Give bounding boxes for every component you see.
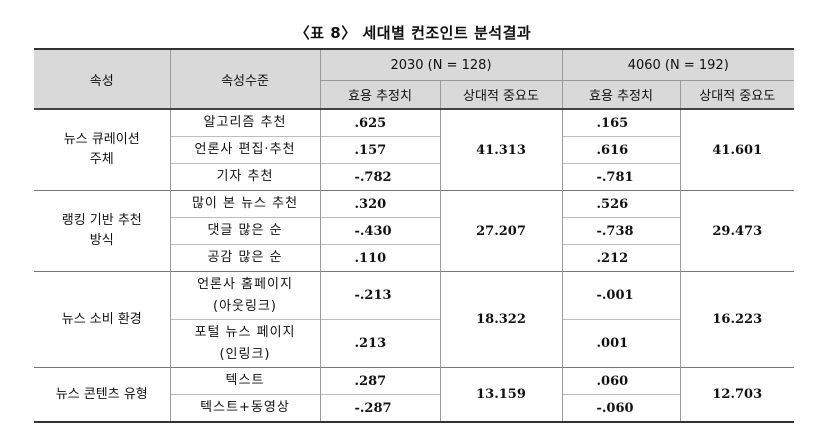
- attribute-level-line: 많이 본 뉴스 추천: [191, 196, 299, 211]
- utility-4060-cell: .001: [561, 319, 680, 368]
- table-body: 뉴스 큐레이션 주체 알고리즘 추천 .625 41.313.165 41.601 언론사 …: [34, 108, 794, 422]
- table-row: 언론사 편집·추천 .157 .616: [34, 136, 794, 164]
- attribute-level-cell: 언론사 편집·추천: [169, 136, 320, 164]
- utility-2030-cell: .625: [319, 108, 440, 137]
- utility-2030-cell: -.213: [319, 271, 440, 320]
- attribute-level-cell: 언론사 홈페이지 (아웃링크): [169, 271, 320, 320]
- attribute-cell: 뉴스 콘텐츠 유형: [34, 367, 170, 422]
- utility-4060-cell: .212: [561, 244, 680, 272]
- attribute-level-line: 기자 추천: [216, 169, 274, 184]
- header-group-4060: 4060 (N = 192): [561, 49, 794, 81]
- attribute-level-line: 언론사 편집·추천: [194, 142, 296, 157]
- table-row: 댓글 많은 순 -.430 -.738: [34, 217, 794, 245]
- attribute-level-cell: 텍스트+동영상: [169, 394, 320, 422]
- utility-2030-cell: -.287: [319, 394, 440, 422]
- header-utility-4060: 효용 추정치: [561, 80, 680, 109]
- table-caption: 〈표 8〉 세대별 컨조인트 분석결과: [294, 24, 532, 42]
- utility-4060-cell: .616: [561, 136, 680, 164]
- attribute-label-line: 뉴스 큐레이션: [63, 132, 140, 147]
- attribute-level-line: 포털 뉴스 페이지: [194, 324, 296, 340]
- attribute-label-line: 뉴스 콘텐츠 유형: [55, 386, 148, 402]
- conjoint-results-table: 속성 속성수준 2030 (N = 128) 4060 (N = 192) 효용…: [34, 48, 794, 423]
- importance-4060-cell: 29.473: [679, 190, 794, 272]
- header-utility-2030: 효용 추정치: [319, 80, 440, 109]
- utility-2030-cell: -.782: [319, 163, 440, 191]
- utility-4060-cell: .526: [561, 190, 680, 218]
- utility-4060-cell: .060: [561, 367, 680, 395]
- attribute-level-line: 공감 많은 순: [207, 250, 283, 265]
- importance-4060-cell: 16.223: [679, 271, 794, 368]
- table-row: 기자 추천 -.782 -.781: [34, 163, 794, 191]
- attribute-level-cell: 포털 뉴스 페이지 (인링크): [169, 319, 320, 368]
- attribute-level-line: 텍스트+동영상: [200, 400, 290, 415]
- attribute-level-line: 언론사 홈페이지: [197, 276, 293, 292]
- utility-4060-cell: .165: [561, 108, 680, 137]
- header-importance-4060: 상대적 중요도: [679, 80, 794, 109]
- attribute-level-cell: 기자 추천: [169, 163, 320, 191]
- utility-2030-cell: .320: [319, 190, 440, 218]
- attribute-level-cell: 공감 많은 순: [169, 244, 320, 272]
- utility-4060-cell: -.738: [561, 217, 680, 245]
- table-row: 포털 뉴스 페이지 (인링크) .213 .001: [34, 319, 794, 368]
- utility-2030-cell: .110: [319, 244, 440, 272]
- attribute-level-cell: 많이 본 뉴스 추천: [169, 190, 320, 218]
- table-row: 텍스트+동영상 -.287 -.060: [34, 394, 794, 422]
- attribute-label-line: 랭킹 기반 추천: [61, 213, 142, 228]
- utility-4060-cell: -.781: [561, 163, 680, 191]
- attribute-level-cell: 댓글 많은 순: [169, 217, 320, 245]
- utility-4060-cell: -.001: [561, 271, 680, 320]
- attribute-cell: 뉴스 소비 환경: [34, 271, 170, 368]
- utility-2030-cell: .213: [319, 319, 440, 368]
- attribute-label-line: 방식: [89, 233, 114, 248]
- importance-2030-cell: 41.313: [439, 108, 562, 191]
- header-importance-2030: 상대적 중요도: [439, 80, 562, 109]
- header-group-2030: 2030 (N = 128): [319, 49, 562, 81]
- attribute-level-line: 텍스트: [225, 373, 265, 388]
- attribute-level-line: 알고리즘 추천: [203, 115, 287, 130]
- attribute-level-line: (인링크): [219, 346, 271, 362]
- utility-2030-cell: .157: [319, 136, 440, 164]
- table-row: 뉴스 콘텐츠 유형 텍스트 .287 13.159.060 12.703: [34, 367, 794, 422]
- attribute-level-line: (아웃링크): [213, 298, 277, 314]
- utility-2030-cell: -.430: [319, 217, 440, 245]
- table-row: 공감 많은 순 .110 .212: [34, 244, 794, 272]
- importance-2030-cell: 27.207: [439, 190, 562, 272]
- importance-4060-cell: 41.601: [679, 108, 794, 191]
- attribute-level-cell: 알고리즘 추천: [169, 108, 320, 137]
- importance-2030-cell: 13.159: [439, 367, 562, 422]
- attribute-level-cell: 텍스트: [169, 367, 320, 395]
- utility-2030-cell: .287: [319, 367, 440, 395]
- attribute-label-line: 뉴스 소비 환경: [61, 311, 142, 327]
- utility-4060-cell: -.060: [561, 394, 680, 422]
- table-row: 뉴스 소비 환경 언론사 홈페이지 (아웃링크) -.213 18.322 -.001 16…: [34, 271, 794, 368]
- header-attribute-level: 속성수준: [169, 49, 320, 109]
- importance-4060-cell: 12.703: [679, 367, 794, 422]
- attribute-level-line: 댓글 많은 순: [207, 223, 283, 238]
- attribute-label-line: 주체: [89, 152, 114, 167]
- importance-2030-cell: 18.322: [439, 271, 562, 368]
- header-attribute: 속성: [34, 49, 170, 109]
